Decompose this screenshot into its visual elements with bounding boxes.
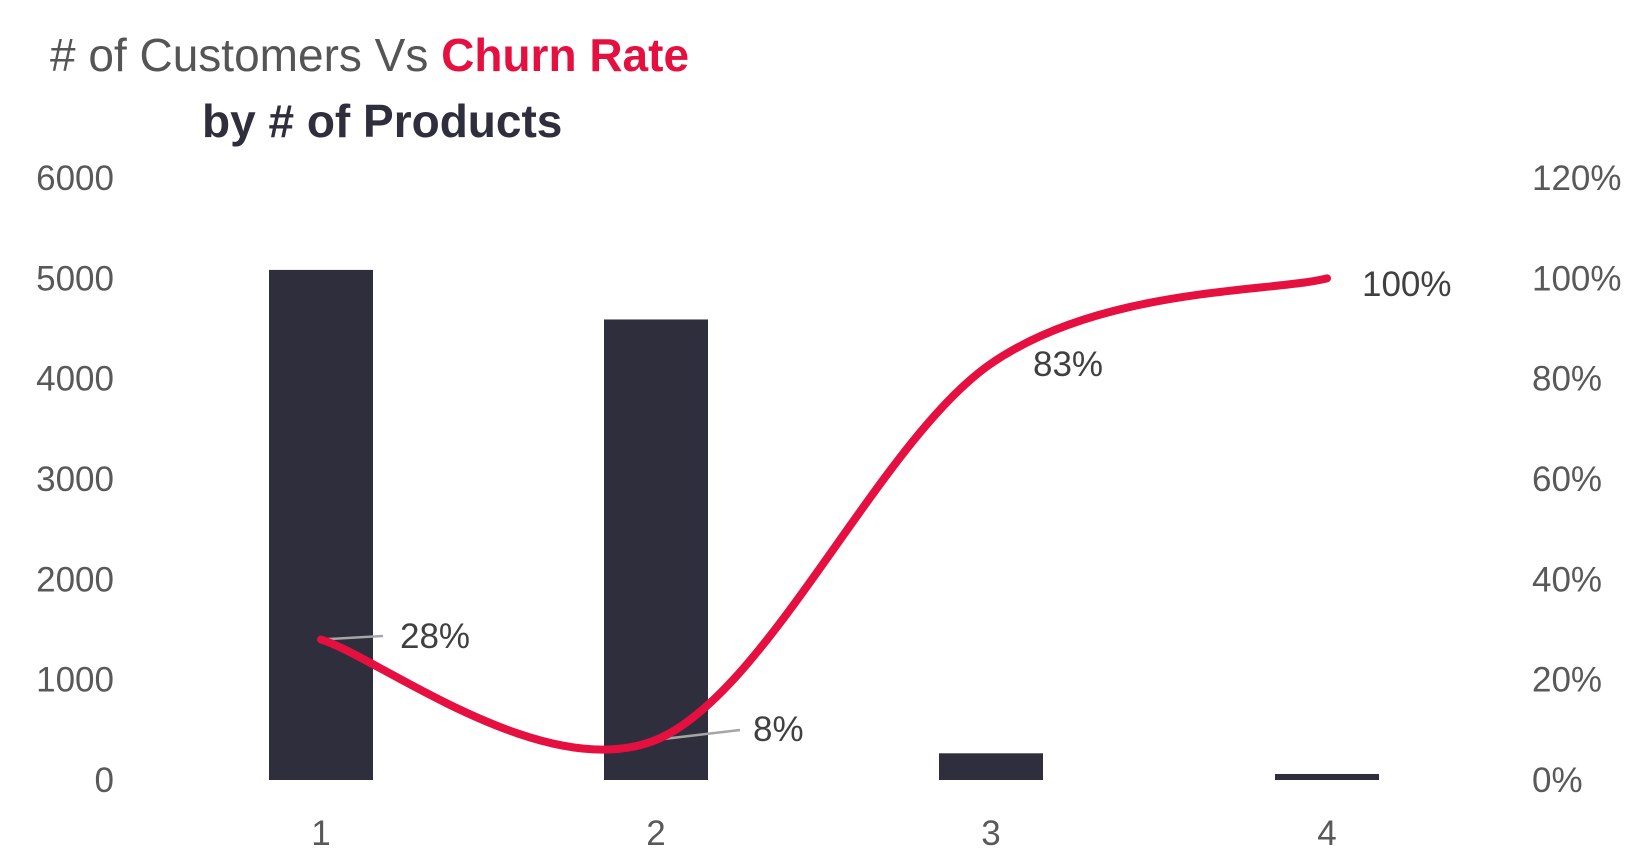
customer-count-bar [604, 319, 708, 780]
churn-rate-data-label: 8% [753, 710, 804, 749]
churn-rate-line [317, 274, 1331, 754]
y-tick-label: 5000 [36, 259, 114, 298]
data-label-leader [320, 634, 384, 641]
customer-count-bar [939, 753, 1043, 780]
chart-title: # of Customers Vs Churn Rate [50, 28, 689, 82]
y2-tick-label: 0% [1532, 761, 1583, 800]
title-part-churn-rate: Churn Rate [441, 29, 690, 81]
y2-tick-label: 60% [1532, 460, 1602, 499]
data-label-leader [655, 728, 741, 742]
churn-rate-data-label: 100% [1362, 265, 1452, 304]
title-part-customers: # of Customers Vs [50, 29, 442, 81]
y-tick-label: 2000 [36, 560, 114, 599]
x-tick-label: 2 [646, 814, 665, 853]
x-tick-label: 3 [981, 814, 1000, 853]
y2-tick-label: 100% [1532, 259, 1622, 298]
y2-tick-label: 120% [1532, 159, 1622, 198]
customer-count-bar [269, 269, 373, 780]
y-tick-label: 3000 [36, 460, 114, 499]
y-tick-label: 1000 [36, 661, 114, 700]
y-tick-label: 4000 [36, 360, 114, 399]
x-tick-label: 1 [311, 814, 330, 853]
y2-tick-label: 80% [1532, 360, 1602, 399]
y2-tick-label: 20% [1532, 661, 1602, 700]
customer-count-bar [1275, 773, 1379, 780]
chart-subtitle: by # of Products [202, 95, 563, 147]
churn-rate-data-label: 83% [1033, 345, 1103, 384]
y2-tick-label: 40% [1532, 560, 1602, 599]
churn-rate-data-label: 28% [400, 617, 470, 656]
y-tick-label: 0 [95, 761, 114, 800]
y-tick-label: 6000 [36, 159, 114, 198]
x-tick-label: 4 [1317, 814, 1336, 853]
